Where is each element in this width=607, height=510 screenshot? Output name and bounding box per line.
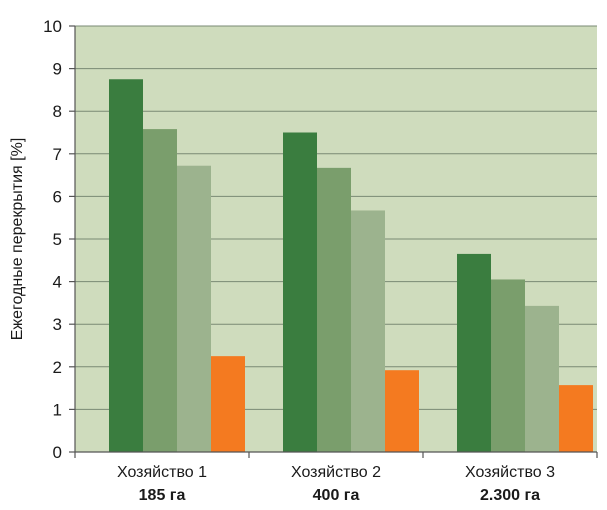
bar-2-3 xyxy=(351,210,385,452)
x-category-labels: Хозяйство 1 185 га Хозяйство 2 400 га Хозяйс… xyxy=(117,464,555,504)
y-axis-title: Ежегодные перекрытия [%] xyxy=(9,138,26,341)
bar-2-4 xyxy=(385,370,419,452)
y-tick-label: 5 xyxy=(53,230,62,249)
axes xyxy=(69,25,598,458)
y-tick-label: 3 xyxy=(53,315,62,334)
x-category-sublabel: 400 га xyxy=(313,487,360,504)
y-tick-label: 7 xyxy=(53,145,62,164)
bar-3-1 xyxy=(457,253,491,452)
bar-3-3 xyxy=(525,305,559,452)
x-category-label: Хозяйство 2 xyxy=(291,464,381,481)
bar-1-3 xyxy=(177,165,211,452)
bar-2-1 xyxy=(283,132,317,452)
y-tick-label: 9 xyxy=(53,60,62,79)
bar-3-2 xyxy=(491,279,525,452)
x-category-sublabel: 2.300 га xyxy=(480,487,540,504)
y-tick-label: 6 xyxy=(53,187,62,206)
y-tick-label: 1 xyxy=(53,400,62,419)
y-tick-label: 10 xyxy=(43,17,62,36)
y-tick-label: 8 xyxy=(53,102,62,121)
y-tick-label: 4 xyxy=(53,273,62,292)
bar-1-1 xyxy=(109,79,143,452)
x-category-label: Хозяйство 1 xyxy=(117,464,207,481)
bar-3-4 xyxy=(559,385,593,452)
y-tick-label: 2 xyxy=(53,358,62,377)
bars xyxy=(109,79,593,453)
bar-1-4 xyxy=(211,356,245,452)
x-category-sublabel: 185 га xyxy=(139,487,186,504)
bar-1-2 xyxy=(143,129,177,453)
x-category-label: Хозяйство 3 xyxy=(465,464,555,481)
y-tick-labels: 0 1 2 3 4 5 6 7 8 9 10 xyxy=(43,17,62,462)
y-tick-label: 0 xyxy=(53,443,62,462)
bar-2-2 xyxy=(317,167,351,452)
